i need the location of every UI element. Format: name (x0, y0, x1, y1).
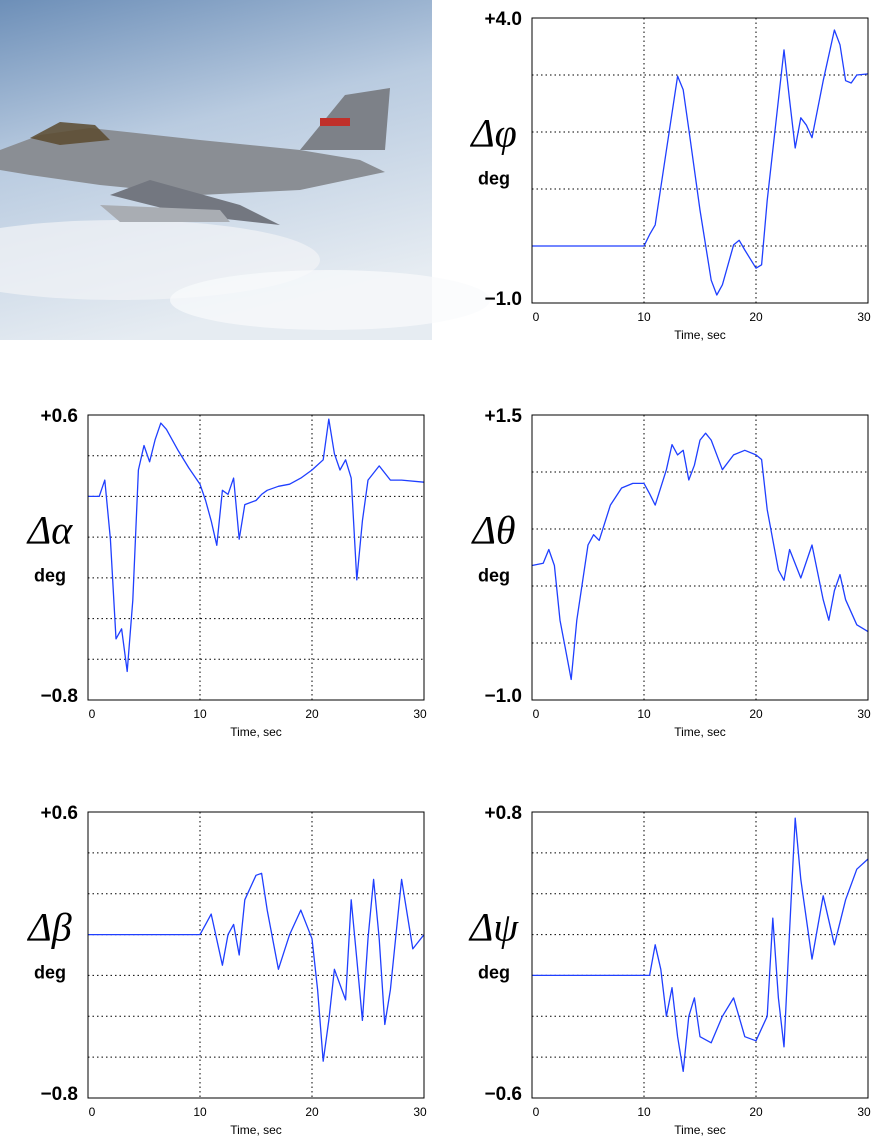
y-axis-label: Δθ (470, 507, 515, 552)
x-axis-label: Time, sec (230, 1123, 282, 1137)
y-axis-unit: deg (478, 565, 510, 585)
x-tick-label: 20 (749, 310, 763, 324)
y-tick-label: +1.5 (484, 406, 522, 427)
x-tick-label: 0 (533, 310, 540, 324)
x-tick-label: 20 (305, 707, 319, 721)
chart: 0 10 20 30 −0.8 +0.6 Time, sec Δβ deg (26, 803, 427, 1137)
y-tick-label: −1.0 (484, 686, 522, 707)
x-axis-label: Time, sec (674, 328, 726, 342)
x-tick-label: 30 (413, 1105, 427, 1119)
chart: 0 10 20 30 −1.0 +1.5 Time, sec Δθ deg (470, 406, 871, 739)
x-tick-label: 20 (305, 1105, 319, 1119)
x-tick-label: 10 (193, 707, 207, 721)
x-tick-label: 30 (857, 310, 871, 324)
y-axis-label: Δα (26, 507, 73, 552)
y-axis-unit: deg (478, 963, 510, 983)
y-axis-label: Δβ (26, 905, 71, 950)
chart: 0 10 20 30 −0.8 +0.6 Time, sec Δα deg (26, 406, 427, 739)
x-axis-label: Time, sec (230, 725, 282, 739)
y-tick-label: +0.6 (40, 406, 78, 427)
y-tick-label: +4.0 (484, 9, 522, 30)
x-axis-label: Time, sec (674, 725, 726, 739)
chart: 0 10 20 30 −0.6 +0.8 Time, sec Δψ deg (468, 803, 871, 1137)
y-tick-label: −1.0 (484, 289, 522, 310)
x-tick-label: 30 (857, 707, 871, 721)
x-tick-label: 20 (749, 707, 763, 721)
x-tick-label: 20 (749, 1105, 763, 1119)
x-tick-label: 30 (413, 707, 427, 721)
y-axis-unit: deg (478, 168, 510, 188)
chart: 0 10 20 30 −1.0 +4.0 Time, sec Δφ deg (469, 9, 871, 342)
y-axis-unit: deg (34, 565, 66, 585)
plot-area (88, 415, 424, 700)
aircraft-photo (0, 0, 490, 340)
y-axis-label: Δφ (469, 110, 517, 155)
x-tick-label: 10 (637, 1105, 651, 1119)
x-axis-label: Time, sec (674, 1123, 726, 1137)
x-tick-label: 10 (637, 310, 651, 324)
y-tick-label: −0.8 (40, 1084, 78, 1105)
y-axis-label: Δψ (468, 905, 519, 950)
y-tick-label: −0.8 (40, 686, 78, 707)
x-tick-label: 10 (637, 707, 651, 721)
x-tick-label: 0 (533, 707, 540, 721)
x-tick-label: 10 (193, 1105, 207, 1119)
x-tick-label: 30 (857, 1105, 871, 1119)
x-tick-label: 0 (89, 1105, 96, 1119)
x-tick-label: 0 (89, 707, 96, 721)
plot-area (532, 415, 868, 700)
y-tick-label: −0.6 (484, 1084, 522, 1105)
y-tick-label: +0.6 (40, 803, 78, 824)
y-axis-unit: deg (34, 963, 66, 983)
x-tick-label: 0 (533, 1105, 540, 1119)
plot-area (532, 18, 868, 303)
plot-area (532, 812, 868, 1098)
plot-area (88, 812, 424, 1098)
y-tick-label: +0.8 (484, 803, 522, 824)
figure: 0 10 20 30 −1.0 +4.0 Time, sec Δφ deg 0 10 20 30 −0.8… (0, 0, 896, 1146)
